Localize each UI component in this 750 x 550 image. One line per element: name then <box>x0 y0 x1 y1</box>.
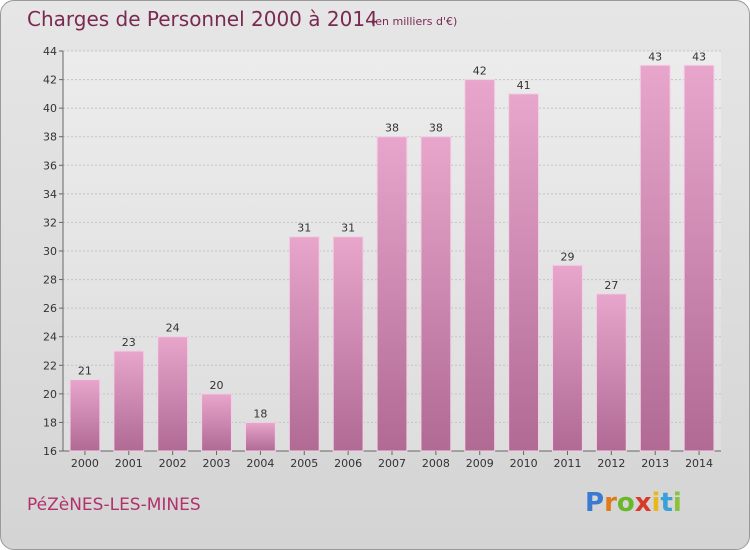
bar-value-label: 42 <box>473 65 487 78</box>
bar-value-label: 20 <box>210 379 224 392</box>
y-tick-label: 16 <box>43 445 57 458</box>
chart-title: Charges de Personnel 2000 à 2014 <box>27 7 378 31</box>
logo-letter: i <box>672 488 682 518</box>
logo-letter: r <box>604 488 617 518</box>
x-tick-label: 2011 <box>553 457 581 470</box>
bar-value-label: 27 <box>604 279 618 292</box>
bar <box>376 136 408 452</box>
bar-value-label: 38 <box>429 122 443 135</box>
bar <box>201 393 232 452</box>
x-tick-label: 2010 <box>510 457 538 470</box>
bar-value-label: 43 <box>648 50 662 63</box>
x-tick-label: 2001 <box>115 457 143 470</box>
bar-value-label: 18 <box>253 407 267 420</box>
x-tick-label: 2005 <box>290 457 318 470</box>
y-tick-label: 28 <box>43 274 57 287</box>
bar-value-label: 31 <box>341 222 355 235</box>
bar-value-label: 24 <box>166 322 180 335</box>
x-tick-label: 2012 <box>597 457 625 470</box>
bar <box>113 350 145 452</box>
bar <box>595 293 627 452</box>
x-tick-label: 2009 <box>466 457 494 470</box>
commune-name: PéZèNES-LES-MINES <box>27 495 201 515</box>
bar <box>508 93 540 452</box>
bar <box>464 79 496 452</box>
proxiti-logo: Proxiti <box>585 488 682 518</box>
y-tick-label: 40 <box>43 102 57 115</box>
x-tick-label: 2002 <box>159 457 187 470</box>
x-tick-label: 2006 <box>334 457 362 470</box>
x-tick-label: 2003 <box>203 457 231 470</box>
y-tick-label: 24 <box>43 331 57 344</box>
bar-value-label: 38 <box>385 122 399 135</box>
y-tick-label: 22 <box>43 359 57 372</box>
bar <box>69 379 101 452</box>
logo-letter: x <box>634 488 652 518</box>
bar <box>552 264 583 452</box>
bar <box>639 64 671 452</box>
y-tick-label: 36 <box>43 159 57 172</box>
bar-value-label: 21 <box>78 365 92 378</box>
bar <box>683 64 715 452</box>
bar-value-label: 29 <box>560 250 574 263</box>
logo-letter: P <box>585 488 605 518</box>
bar-value-label: 31 <box>297 222 311 235</box>
y-tick-label: 44 <box>43 45 57 58</box>
bar <box>244 421 276 452</box>
logo-letter: i <box>651 488 661 518</box>
x-tick-label: 2000 <box>71 457 99 470</box>
y-tick-label: 38 <box>43 131 57 144</box>
bar <box>157 336 189 452</box>
y-tick-label: 26 <box>43 302 57 315</box>
y-tick-label: 34 <box>43 188 57 201</box>
bar-value-label: 23 <box>122 336 136 349</box>
y-tick-label: 30 <box>43 245 57 258</box>
x-tick-label: 2013 <box>641 457 669 470</box>
logo-letter: t <box>660 488 673 518</box>
x-tick-label: 2008 <box>422 457 450 470</box>
bar <box>288 236 320 452</box>
bar-value-label: 43 <box>692 50 706 63</box>
y-tick-label: 20 <box>43 388 57 401</box>
y-tick-label: 42 <box>43 74 57 87</box>
unit-note: (en milliers d'€) <box>371 15 458 28</box>
y-tick-label: 32 <box>43 216 57 229</box>
bar-value-label: 41 <box>517 79 531 92</box>
logo-letter: o <box>616 488 635 518</box>
y-tick-label: 18 <box>43 416 57 429</box>
x-tick-label: 2014 <box>685 457 713 470</box>
bar <box>332 236 364 452</box>
x-tick-label: 2007 <box>378 457 406 470</box>
x-tick-label: 2004 <box>246 457 274 470</box>
bar <box>420 136 452 452</box>
